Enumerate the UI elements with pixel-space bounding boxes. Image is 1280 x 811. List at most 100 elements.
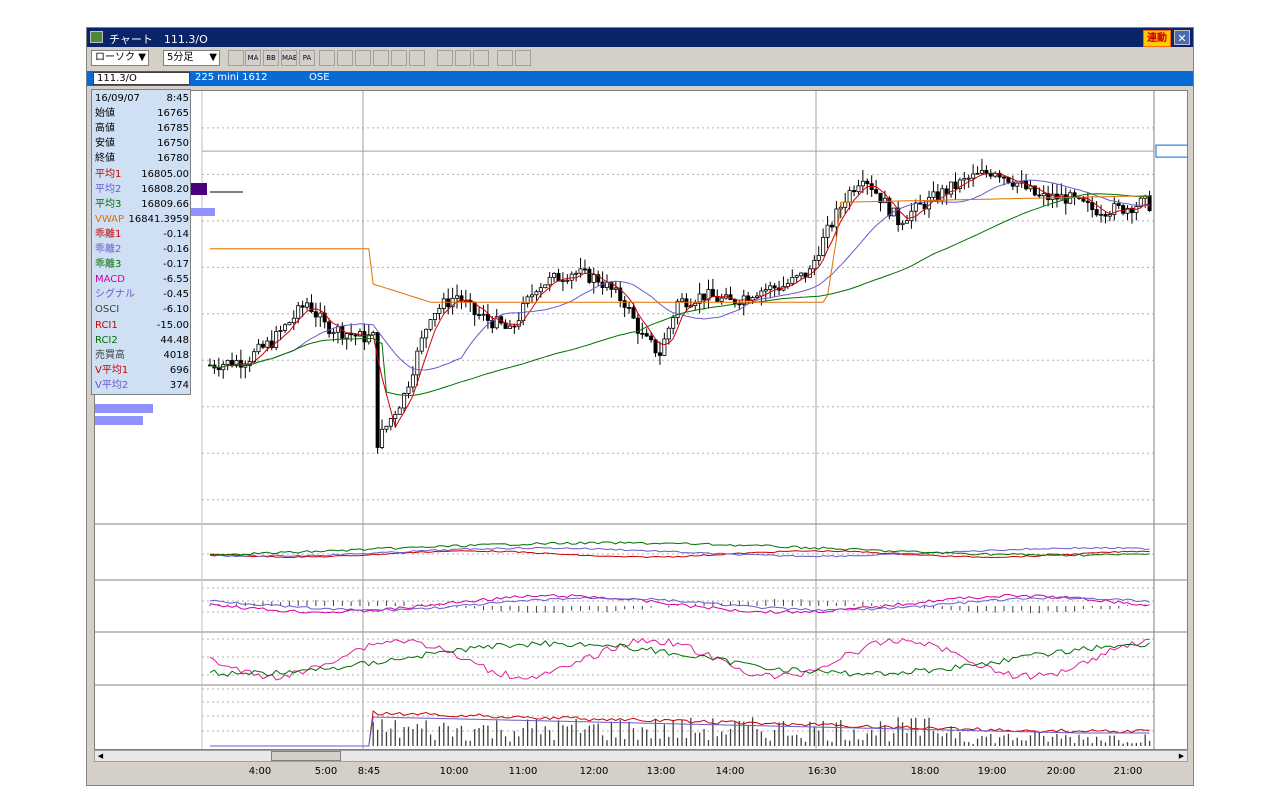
info-label: シグナル xyxy=(95,289,135,301)
candle-body xyxy=(424,328,429,339)
candle-body xyxy=(887,197,892,217)
candle-body xyxy=(278,329,283,332)
candle-body xyxy=(349,333,354,336)
info-value: 16808.20 xyxy=(141,183,189,195)
info-row: シグナル -0.45 xyxy=(95,287,189,302)
candle-body xyxy=(402,393,407,409)
magnify-icon[interactable] xyxy=(497,50,513,66)
candle-body xyxy=(613,287,618,290)
x-tick-label: 21:00 xyxy=(1113,766,1143,777)
candle-body xyxy=(1024,180,1029,190)
dev3-line xyxy=(209,541,1150,557)
candle-body xyxy=(896,207,901,226)
info-row: 安値 16750 xyxy=(95,136,189,151)
scroll-thumb[interactable] xyxy=(271,751,341,761)
info-value: -0.45 xyxy=(163,289,189,301)
mae-icon[interactable]: MAE xyxy=(281,50,297,66)
candle-body xyxy=(552,272,557,278)
candle-body xyxy=(1147,195,1152,211)
candle-body xyxy=(622,300,627,308)
candle-body xyxy=(397,407,402,415)
signal-line xyxy=(209,596,1150,612)
candle-body xyxy=(816,255,821,261)
interval-select[interactable]: 5分足 ▼ xyxy=(163,50,220,66)
info-label: OSCI xyxy=(95,304,120,316)
candle-body xyxy=(710,289,715,297)
candle-body xyxy=(291,317,296,324)
candle-body xyxy=(684,298,689,308)
candle-body xyxy=(627,307,632,309)
chart-app-icon xyxy=(90,31,103,43)
candle-body xyxy=(953,181,958,189)
info-value: 696 xyxy=(169,364,189,376)
ma-icon[interactable]: MA xyxy=(245,50,261,66)
candle-body xyxy=(1050,193,1055,201)
info-label: MACD xyxy=(95,274,125,286)
rsi-icon[interactable] xyxy=(355,50,371,66)
candle-body xyxy=(587,268,592,283)
candle-body xyxy=(865,180,870,185)
candle-body xyxy=(287,322,292,326)
candle-body xyxy=(657,352,662,356)
chart-svg xyxy=(95,91,1187,749)
candle-body xyxy=(962,178,967,181)
candle-body xyxy=(234,360,239,367)
info-label: 平均2 xyxy=(95,183,122,195)
volume-profile-bar xyxy=(95,416,143,425)
zoom-icon[interactable] xyxy=(373,50,389,66)
candle-body xyxy=(997,172,1002,178)
title-bar[interactable]: チャート 111.3/O 連動 ✕ xyxy=(87,28,1193,47)
link-button[interactable]: 連動 xyxy=(1143,30,1171,47)
info-label: V平均2 xyxy=(95,379,129,391)
info-value: -6.55 xyxy=(163,274,189,286)
info-row: 乖離2 -0.16 xyxy=(95,242,189,257)
candle-chart-icon[interactable] xyxy=(337,50,353,66)
chart-area[interactable] xyxy=(94,90,1188,750)
candle-body xyxy=(1103,213,1108,217)
candle-body xyxy=(935,191,940,201)
scroll-right-icon[interactable]: ▶ xyxy=(1178,752,1185,760)
chart-settings-icon[interactable] xyxy=(228,50,244,66)
candle-body xyxy=(485,313,490,321)
cursor-icon[interactable] xyxy=(455,50,471,66)
candle-body xyxy=(759,290,764,297)
candle-body xyxy=(327,321,332,334)
info-row: MACD -6.55 xyxy=(95,272,189,287)
candle-body xyxy=(1090,202,1095,211)
eraser-icon[interactable] xyxy=(473,50,489,66)
line-chart-icon[interactable] xyxy=(319,50,335,66)
candle-body xyxy=(477,314,482,317)
close-button[interactable]: ✕ xyxy=(1174,30,1190,45)
candle-body xyxy=(821,237,826,256)
candle-body xyxy=(949,181,954,195)
candle-body xyxy=(406,386,411,394)
candle-body xyxy=(481,313,486,316)
symbol-input[interactable]: 111.3/O xyxy=(93,72,190,85)
table-icon[interactable] xyxy=(409,50,425,66)
horizontal-scrollbar[interactable]: ◀ ▶ xyxy=(94,750,1188,762)
bb-icon[interactable]: BB xyxy=(263,50,279,66)
info-value: 16750 xyxy=(157,138,189,150)
fib-icon[interactable] xyxy=(515,50,531,66)
info-label: 16/09/07 xyxy=(95,93,140,104)
candle-body xyxy=(371,332,376,336)
candle-body xyxy=(715,296,720,302)
x-tick-label: 11:00 xyxy=(508,766,538,777)
candle-body xyxy=(388,418,393,427)
x-tick-label: 10:00 xyxy=(439,766,469,777)
chart-type-select[interactable]: ローソク ▼ xyxy=(91,50,149,66)
candle-body xyxy=(1085,200,1090,203)
candle-body xyxy=(653,339,658,354)
candle-body xyxy=(296,305,301,319)
x-tick-label: 13:00 xyxy=(646,766,676,777)
info-value: -0.16 xyxy=(163,244,189,255)
scroll-left-icon[interactable]: ◀ xyxy=(97,752,104,760)
pencil-icon[interactable] xyxy=(437,50,453,66)
pa-icon[interactable]: PA xyxy=(299,50,315,66)
exchange-label: OSE xyxy=(309,72,330,83)
candle-body xyxy=(282,324,287,331)
candle-body xyxy=(1010,181,1015,187)
candle-body xyxy=(357,331,362,337)
volume-icon[interactable] xyxy=(391,50,407,66)
info-label: 始値 xyxy=(95,108,115,120)
